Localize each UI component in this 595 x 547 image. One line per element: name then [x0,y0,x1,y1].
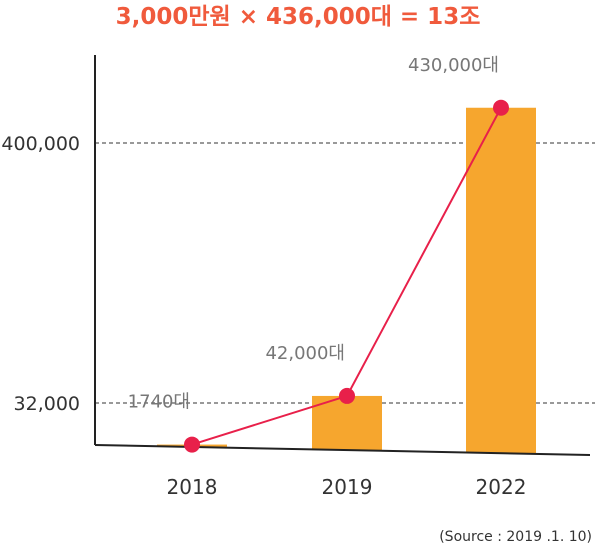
y-tick-label: 32,000 [14,393,80,415]
x-tick-label: 2019 [322,475,373,499]
data-label: 430,000대 [408,55,499,76]
trend-point [184,436,200,453]
source-note: (Source : 2019 .1. 10) [439,529,592,545]
x-axis-line [94,444,591,456]
bar [466,107,536,454]
chart-title: 3,000만원 × 436,000대 = 13조 [116,4,481,30]
data-labels: 1740대 42,000대 430,000대 [128,55,499,413]
trend-point [493,99,509,116]
bars [157,107,536,454]
x-tick-label: 2018 [167,475,218,499]
x-tick-labels: 2018 2019 2022 [167,475,527,499]
bar [312,395,382,451]
y-tick-labels: 32,000 400,000 [1,133,80,415]
data-label: 1740대 [128,392,190,413]
x-tick-label: 2022 [476,475,527,499]
y-tick-label: 400,000 [1,133,80,155]
trend-points [184,99,509,453]
data-label: 42,000대 [265,343,345,364]
trend-point [339,387,355,404]
